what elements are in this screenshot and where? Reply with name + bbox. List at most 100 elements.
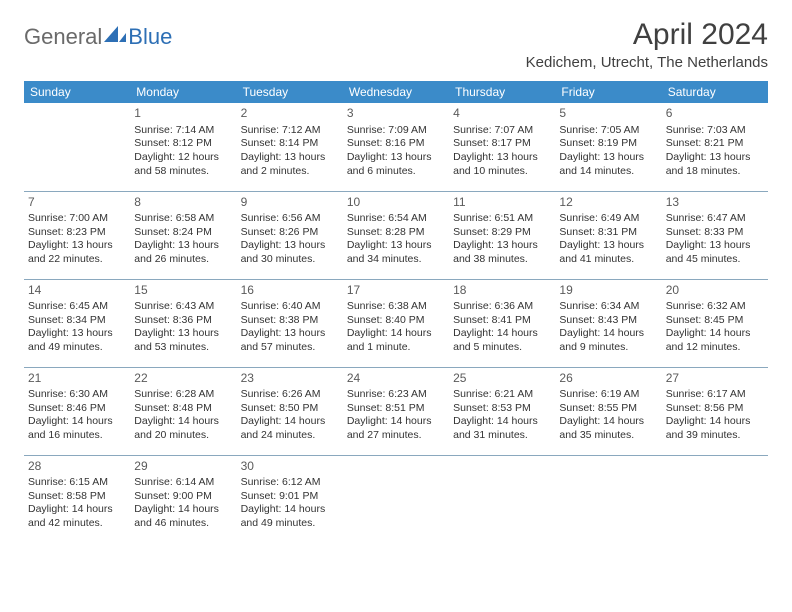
calendar-cell: 20Sunrise: 6:32 AMSunset: 8:45 PMDayligh… bbox=[662, 279, 768, 367]
sunrise-text: Sunrise: 6:40 AM bbox=[241, 300, 339, 314]
page-title: April 2024 bbox=[526, 18, 768, 52]
sunrise-text: Sunrise: 6:26 AM bbox=[241, 388, 339, 402]
day-number: 17 bbox=[347, 283, 445, 299]
sunset-text: Sunset: 8:51 PM bbox=[347, 402, 445, 416]
sunset-text: Sunset: 8:26 PM bbox=[241, 226, 339, 240]
calendar-cell: 8Sunrise: 6:58 AMSunset: 8:24 PMDaylight… bbox=[130, 191, 236, 279]
daylight-text: Daylight: 14 hours and 20 minutes. bbox=[134, 415, 232, 442]
sunset-text: Sunset: 8:16 PM bbox=[347, 137, 445, 151]
logo: General Blue bbox=[24, 24, 172, 50]
sunrise-text: Sunrise: 6:17 AM bbox=[666, 388, 764, 402]
daylight-text: Daylight: 13 hours and 26 minutes. bbox=[134, 239, 232, 266]
calendar-cell bbox=[449, 455, 555, 543]
daylight-text: Daylight: 14 hours and 35 minutes. bbox=[559, 415, 657, 442]
location-text: Kedichem, Utrecht, The Netherlands bbox=[526, 54, 768, 71]
calendar-cell bbox=[555, 455, 661, 543]
calendar-cell: 27Sunrise: 6:17 AMSunset: 8:56 PMDayligh… bbox=[662, 367, 768, 455]
sunrise-text: Sunrise: 7:05 AM bbox=[559, 124, 657, 138]
sunset-text: Sunset: 8:36 PM bbox=[134, 314, 232, 328]
day-number: 5 bbox=[559, 106, 657, 122]
day-number: 16 bbox=[241, 283, 339, 299]
daylight-text: Daylight: 13 hours and 57 minutes. bbox=[241, 327, 339, 354]
logo-sail-icon bbox=[104, 24, 126, 50]
calendar-cell: 15Sunrise: 6:43 AMSunset: 8:36 PMDayligh… bbox=[130, 279, 236, 367]
sunrise-text: Sunrise: 6:34 AM bbox=[559, 300, 657, 314]
sunset-text: Sunset: 8:24 PM bbox=[134, 226, 232, 240]
day-number: 2 bbox=[241, 106, 339, 122]
calendar-row: 14Sunrise: 6:45 AMSunset: 8:34 PMDayligh… bbox=[24, 279, 768, 367]
calendar-cell bbox=[662, 455, 768, 543]
dayname-header: Friday bbox=[555, 81, 661, 103]
daylight-text: Daylight: 13 hours and 22 minutes. bbox=[28, 239, 126, 266]
daylight-text: Daylight: 14 hours and 1 minute. bbox=[347, 327, 445, 354]
daylight-text: Daylight: 13 hours and 14 minutes. bbox=[559, 151, 657, 178]
sunset-text: Sunset: 8:23 PM bbox=[28, 226, 126, 240]
sunset-text: Sunset: 9:00 PM bbox=[134, 490, 232, 504]
sunset-text: Sunset: 8:40 PM bbox=[347, 314, 445, 328]
daylight-text: Daylight: 14 hours and 16 minutes. bbox=[28, 415, 126, 442]
dayname-header: Saturday bbox=[662, 81, 768, 103]
dayname-header: Wednesday bbox=[343, 81, 449, 103]
sunrise-text: Sunrise: 6:19 AM bbox=[559, 388, 657, 402]
calendar-cell: 7Sunrise: 7:00 AMSunset: 8:23 PMDaylight… bbox=[24, 191, 130, 279]
sunrise-text: Sunrise: 6:14 AM bbox=[134, 476, 232, 490]
sunset-text: Sunset: 8:34 PM bbox=[28, 314, 126, 328]
calendar-cell: 9Sunrise: 6:56 AMSunset: 8:26 PMDaylight… bbox=[237, 191, 343, 279]
dayname-header: Tuesday bbox=[237, 81, 343, 103]
sunrise-text: Sunrise: 6:56 AM bbox=[241, 212, 339, 226]
day-number: 4 bbox=[453, 106, 551, 122]
sunrise-text: Sunrise: 7:12 AM bbox=[241, 124, 339, 138]
calendar-cell: 14Sunrise: 6:45 AMSunset: 8:34 PMDayligh… bbox=[24, 279, 130, 367]
calendar-table: Sunday Monday Tuesday Wednesday Thursday… bbox=[24, 81, 768, 543]
calendar-cell: 22Sunrise: 6:28 AMSunset: 8:48 PMDayligh… bbox=[130, 367, 236, 455]
calendar-row: 7Sunrise: 7:00 AMSunset: 8:23 PMDaylight… bbox=[24, 191, 768, 279]
daylight-text: Daylight: 13 hours and 10 minutes. bbox=[453, 151, 551, 178]
daylight-text: Daylight: 13 hours and 38 minutes. bbox=[453, 239, 551, 266]
daylight-text: Daylight: 14 hours and 12 minutes. bbox=[666, 327, 764, 354]
day-number: 19 bbox=[559, 283, 657, 299]
sunrise-text: Sunrise: 6:38 AM bbox=[347, 300, 445, 314]
sunset-text: Sunset: 8:56 PM bbox=[666, 402, 764, 416]
day-number: 8 bbox=[134, 195, 232, 211]
sunset-text: Sunset: 8:38 PM bbox=[241, 314, 339, 328]
daylight-text: Daylight: 14 hours and 31 minutes. bbox=[453, 415, 551, 442]
sunset-text: Sunset: 8:50 PM bbox=[241, 402, 339, 416]
daylight-text: Daylight: 13 hours and 18 minutes. bbox=[666, 151, 764, 178]
sunrise-text: Sunrise: 6:49 AM bbox=[559, 212, 657, 226]
calendar-cell: 3Sunrise: 7:09 AMSunset: 8:16 PMDaylight… bbox=[343, 103, 449, 191]
day-number: 25 bbox=[453, 371, 551, 387]
calendar-cell: 23Sunrise: 6:26 AMSunset: 8:50 PMDayligh… bbox=[237, 367, 343, 455]
calendar-cell: 1Sunrise: 7:14 AMSunset: 8:12 PMDaylight… bbox=[130, 103, 236, 191]
calendar-cell: 28Sunrise: 6:15 AMSunset: 8:58 PMDayligh… bbox=[24, 455, 130, 543]
daylight-text: Daylight: 13 hours and 53 minutes. bbox=[134, 327, 232, 354]
daylight-text: Daylight: 13 hours and 30 minutes. bbox=[241, 239, 339, 266]
sunset-text: Sunset: 8:53 PM bbox=[453, 402, 551, 416]
calendar-cell: 2Sunrise: 7:12 AMSunset: 8:14 PMDaylight… bbox=[237, 103, 343, 191]
day-number: 14 bbox=[28, 283, 126, 299]
sunrise-text: Sunrise: 7:00 AM bbox=[28, 212, 126, 226]
day-number: 13 bbox=[666, 195, 764, 211]
calendar-cell: 6Sunrise: 7:03 AMSunset: 8:21 PMDaylight… bbox=[662, 103, 768, 191]
sunset-text: Sunset: 8:55 PM bbox=[559, 402, 657, 416]
sunset-text: Sunset: 8:17 PM bbox=[453, 137, 551, 151]
daylight-text: Daylight: 13 hours and 45 minutes. bbox=[666, 239, 764, 266]
day-number: 30 bbox=[241, 459, 339, 475]
sunrise-text: Sunrise: 7:14 AM bbox=[134, 124, 232, 138]
header: General Blue April 2024 Kedichem, Utrech… bbox=[24, 18, 768, 77]
daylight-text: Daylight: 14 hours and 27 minutes. bbox=[347, 415, 445, 442]
calendar-cell bbox=[343, 455, 449, 543]
dayname-header: Sunday bbox=[24, 81, 130, 103]
day-number: 29 bbox=[134, 459, 232, 475]
sunrise-text: Sunrise: 7:09 AM bbox=[347, 124, 445, 138]
calendar-cell bbox=[24, 103, 130, 191]
calendar-header-row: Sunday Monday Tuesday Wednesday Thursday… bbox=[24, 81, 768, 103]
day-number: 23 bbox=[241, 371, 339, 387]
sunrise-text: Sunrise: 6:28 AM bbox=[134, 388, 232, 402]
day-number: 24 bbox=[347, 371, 445, 387]
daylight-text: Daylight: 13 hours and 41 minutes. bbox=[559, 239, 657, 266]
day-number: 12 bbox=[559, 195, 657, 211]
daylight-text: Daylight: 14 hours and 9 minutes. bbox=[559, 327, 657, 354]
calendar-row: 1Sunrise: 7:14 AMSunset: 8:12 PMDaylight… bbox=[24, 103, 768, 191]
day-number: 27 bbox=[666, 371, 764, 387]
sunset-text: Sunset: 8:14 PM bbox=[241, 137, 339, 151]
